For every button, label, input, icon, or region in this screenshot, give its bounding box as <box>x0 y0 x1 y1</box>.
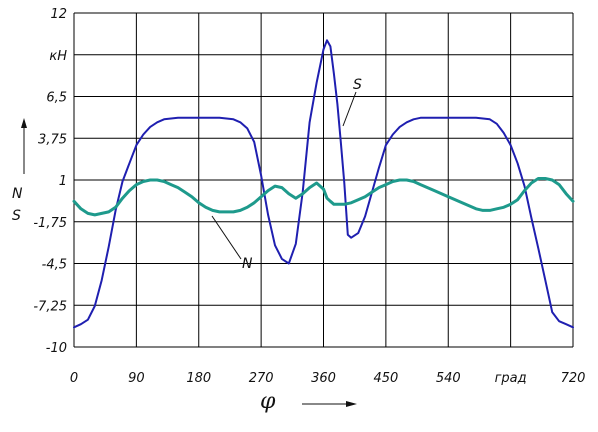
y-tick-label-8: -10 <box>46 341 67 356</box>
y-tick-label-6: -4,5 <box>42 258 67 273</box>
y-axis-label-s: S <box>12 208 21 224</box>
x-axis-arrowhead <box>346 401 357 407</box>
y-tick-label-2: 6,5 <box>46 91 67 106</box>
y-tick-label-7: -7,25 <box>33 299 67 314</box>
series-line-s <box>73 39 574 329</box>
y-axis-label-n: N <box>12 186 23 202</box>
x-tick-label-8: 720 <box>561 371 586 386</box>
series-label-n: N <box>242 256 253 272</box>
y-tick-label-4: 1 <box>59 174 67 189</box>
grid <box>73 12 574 348</box>
y-tick-label-3: 3,75 <box>38 132 67 147</box>
x-tick-label-7: град <box>495 371 527 386</box>
tick-labels: 0 90 180 270 360 450 540 град 720 12 кН 6,5 3,75 1 -1,… <box>33 7 585 386</box>
y-tick-label-1: кН <box>49 49 67 64</box>
x-tick-label-1: 90 <box>128 371 145 386</box>
x-axis-label: φ <box>260 389 276 414</box>
x-tick-label-5: 450 <box>373 371 398 386</box>
x-tick-label-0: 0 <box>70 371 78 386</box>
series-label-leader-n <box>211 215 242 260</box>
series-label-leader-s <box>342 91 357 127</box>
y-tick-label-5: -1,75 <box>33 216 67 231</box>
series-line-n <box>72 177 575 217</box>
x-tick-label-6: 540 <box>436 371 461 386</box>
y-axis-arrowhead <box>21 118 27 128</box>
series-layer <box>72 39 575 329</box>
y-tick-label-0: 12 <box>50 7 67 22</box>
x-tick-label-2: 180 <box>186 371 211 386</box>
x-tick-label-3: 270 <box>249 371 274 386</box>
series-label-s: S <box>353 77 362 93</box>
x-tick-label-4: 360 <box>311 371 336 386</box>
